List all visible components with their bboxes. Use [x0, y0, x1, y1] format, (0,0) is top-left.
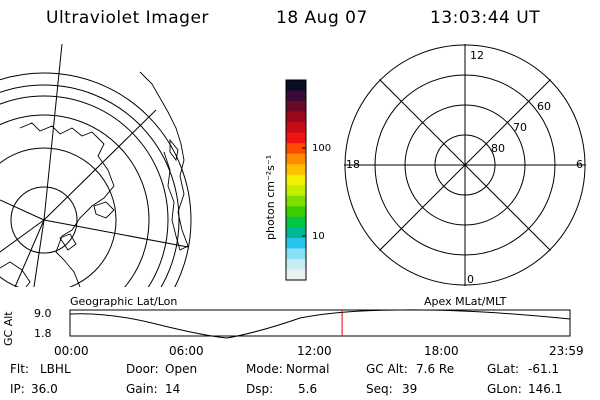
door-label: Door:	[126, 362, 159, 376]
mlat-label: 80	[491, 142, 505, 155]
latitude-circle	[0, 147, 117, 287]
latitude-circle	[0, 95, 169, 287]
glat-value: -61.1	[528, 362, 560, 376]
colorbar-segment	[286, 153, 306, 165]
apex-panel-label: Apex MLat/MLT	[424, 295, 507, 308]
mode-value: Normal	[286, 362, 330, 376]
meridian-line	[0, 219, 45, 253]
colorbar-segment	[286, 248, 306, 260]
glat-label: GLat:	[487, 362, 520, 376]
orbit-altitude-curve	[69, 309, 571, 339]
colorbar-frame	[285, 79, 307, 281]
colorbar-segment	[286, 164, 306, 176]
timeline-plot	[69, 309, 571, 339]
timeline-x-tick: 06:00	[169, 344, 204, 358]
timeline-y-tick: 1.8	[34, 327, 52, 340]
filter-value: LBHL	[40, 362, 71, 376]
mlat-label: 60	[537, 100, 551, 113]
seq-label: Seq:	[366, 382, 393, 396]
coastline	[169, 138, 179, 162]
colorbar-segment	[286, 80, 306, 92]
colorbar-segment	[286, 122, 306, 134]
coastline	[139, 71, 189, 251]
gain-value: 14	[165, 382, 181, 396]
colorbar-segment	[286, 111, 306, 123]
coastline	[19, 122, 115, 287]
dsp-label: Dsp:	[246, 382, 274, 396]
colorbar-segment	[286, 206, 306, 218]
meridian-line	[33, 219, 45, 287]
filter-label: Flt:	[10, 362, 29, 376]
latitude-circle	[0, 114, 150, 287]
coastline	[59, 233, 77, 251]
colorbar-unit-label: photon cm⁻²s⁻¹	[264, 155, 277, 240]
colorbar-segment	[286, 101, 306, 113]
glon-value: 146.1	[528, 382, 563, 396]
meridian-line	[43, 109, 157, 221]
mlat-mlt-grid	[344, 44, 586, 286]
mlt-label-right: 6	[576, 158, 583, 171]
colorbar-segment	[286, 216, 306, 228]
colorbar-segment	[286, 185, 306, 197]
mlat-label: 70	[513, 121, 527, 134]
timeline-x-tick: 18:00	[424, 344, 459, 358]
latitude-circle	[0, 72, 192, 287]
mlt-label-top: 12	[470, 49, 484, 62]
coastline	[93, 201, 115, 219]
geographic-panel-label: Geographic Lat/Lon	[70, 295, 178, 308]
latitude-circle	[10, 186, 78, 254]
colorbar-segment	[286, 269, 306, 281]
glon-label: GLon:	[487, 382, 522, 396]
latitude-circle	[0, 84, 180, 287]
mlt-label-left: 18	[346, 158, 360, 171]
observation-time: 13:03:44 UT	[430, 8, 541, 28]
geographic-map	[0, 44, 192, 287]
meridian-line	[0, 199, 45, 221]
meridian-line	[14, 219, 45, 287]
observation-date: 18 Aug 07	[276, 8, 368, 28]
colorbar-segment	[286, 143, 306, 155]
timeline-frame	[69, 309, 571, 337]
meridian-line	[43, 219, 189, 248]
gain-label: Gain:	[126, 382, 158, 396]
coastline	[0, 261, 31, 287]
ip-label: IP:	[10, 382, 25, 396]
colorbar-segment	[286, 227, 306, 239]
timeline-x-tick: 23:59	[549, 344, 584, 358]
mode-label: Mode:	[246, 362, 283, 376]
mlt-label-bottom: 0	[467, 273, 474, 286]
colorbar-segment	[286, 258, 306, 271]
colorbar-segment	[286, 237, 306, 250]
instrument-title: Ultraviolet Imager	[46, 8, 209, 28]
timeline-y-tick: 9.0	[34, 307, 52, 320]
meridian-line	[43, 44, 63, 221]
colorbar-segment	[286, 90, 306, 102]
colorbar-segment	[286, 132, 306, 144]
timeline-x-tick: 12:00	[297, 344, 332, 358]
colorbar-tick-label: 10	[312, 231, 325, 242]
colorbar-segment	[286, 174, 306, 186]
gc-alt-label: GC Alt:	[366, 362, 408, 376]
colorbar-segment	[286, 195, 306, 207]
seq-value: 39	[402, 382, 418, 396]
timeline-x-tick: 00:00	[54, 344, 89, 358]
ip-value: 36.0	[31, 382, 58, 396]
gc-alt-value: 7.6 Re	[416, 362, 455, 376]
colorbar-tick-label: 100	[312, 143, 331, 154]
timeline-y-label: GC Alt	[2, 311, 15, 346]
door-value: Open	[165, 362, 198, 376]
dsp-value: 5.6	[298, 382, 318, 396]
mlt-diagonal-line	[378, 78, 552, 252]
color-scale-bar	[285, 79, 307, 281]
